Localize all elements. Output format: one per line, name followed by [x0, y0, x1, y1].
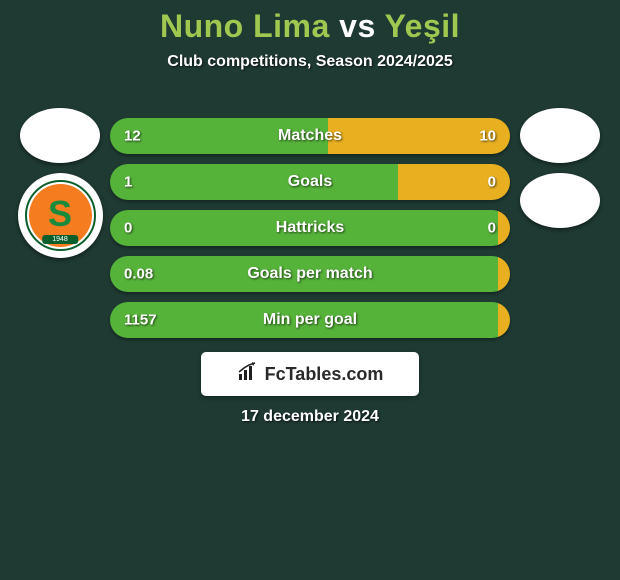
club-logo-left: S 1948 — [18, 173, 103, 258]
bar-value-left: 1 — [124, 174, 132, 191]
title-vs: vs — [330, 8, 385, 44]
stat-bar: Matches 12 10 — [110, 118, 510, 154]
bar-label: Min per goal — [263, 311, 357, 329]
stat-bar: Hattricks 0 0 — [110, 210, 510, 246]
bar-label: Goals per match — [247, 265, 372, 283]
bar-value-left: 1157 — [124, 312, 157, 329]
stat-bar: Goals 1 0 — [110, 164, 510, 200]
club-logo-letter: S — [48, 192, 72, 234]
bar-label: Hattricks — [276, 219, 344, 237]
bar-value-left: 12 — [124, 128, 141, 145]
stat-bar: Min per goal 1157 — [110, 302, 510, 338]
brand-box[interactable]: FcTables.com — [201, 352, 419, 396]
stat-bars: Matches1210Goals10Hattricks00Goals per m… — [110, 118, 510, 348]
player-avatar-left — [20, 108, 100, 163]
left-avatars: S 1948 — [0, 108, 120, 258]
right-avatars — [500, 108, 620, 238]
title-player-right: Yeşil — [385, 8, 460, 44]
bar-label: Goals — [288, 173, 332, 191]
player-avatar-right-1 — [520, 108, 600, 163]
bar-right-fill — [498, 210, 510, 246]
bar-value-left: 0.08 — [124, 266, 153, 283]
page-title: Nuno Lima vs Yeşil — [0, 0, 620, 45]
date-text: 17 december 2024 — [0, 408, 620, 426]
bar-right-fill — [498, 256, 510, 292]
bar-left-fill — [110, 164, 398, 200]
player-avatar-right-2 — [520, 173, 600, 228]
bar-right-fill — [498, 302, 510, 338]
subtitle: Club competitions, Season 2024/2025 — [0, 53, 620, 71]
bar-value-right: 10 — [479, 128, 496, 145]
brand-text: FcTables.com — [265, 364, 384, 385]
stat-bar: Goals per match 0.08 — [110, 256, 510, 292]
title-player-left: Nuno Lima — [160, 8, 330, 44]
chart-icon — [237, 362, 259, 387]
bar-label: Matches — [278, 127, 342, 145]
bar-value-right: 0 — [488, 174, 496, 191]
bar-value-left: 0 — [124, 220, 132, 237]
comparison-card: Nuno Lima vs Yeşil Club competitions, Se… — [0, 0, 620, 580]
bar-value-right: 0 — [488, 220, 496, 237]
club-logo-year: 1948 — [42, 235, 78, 244]
